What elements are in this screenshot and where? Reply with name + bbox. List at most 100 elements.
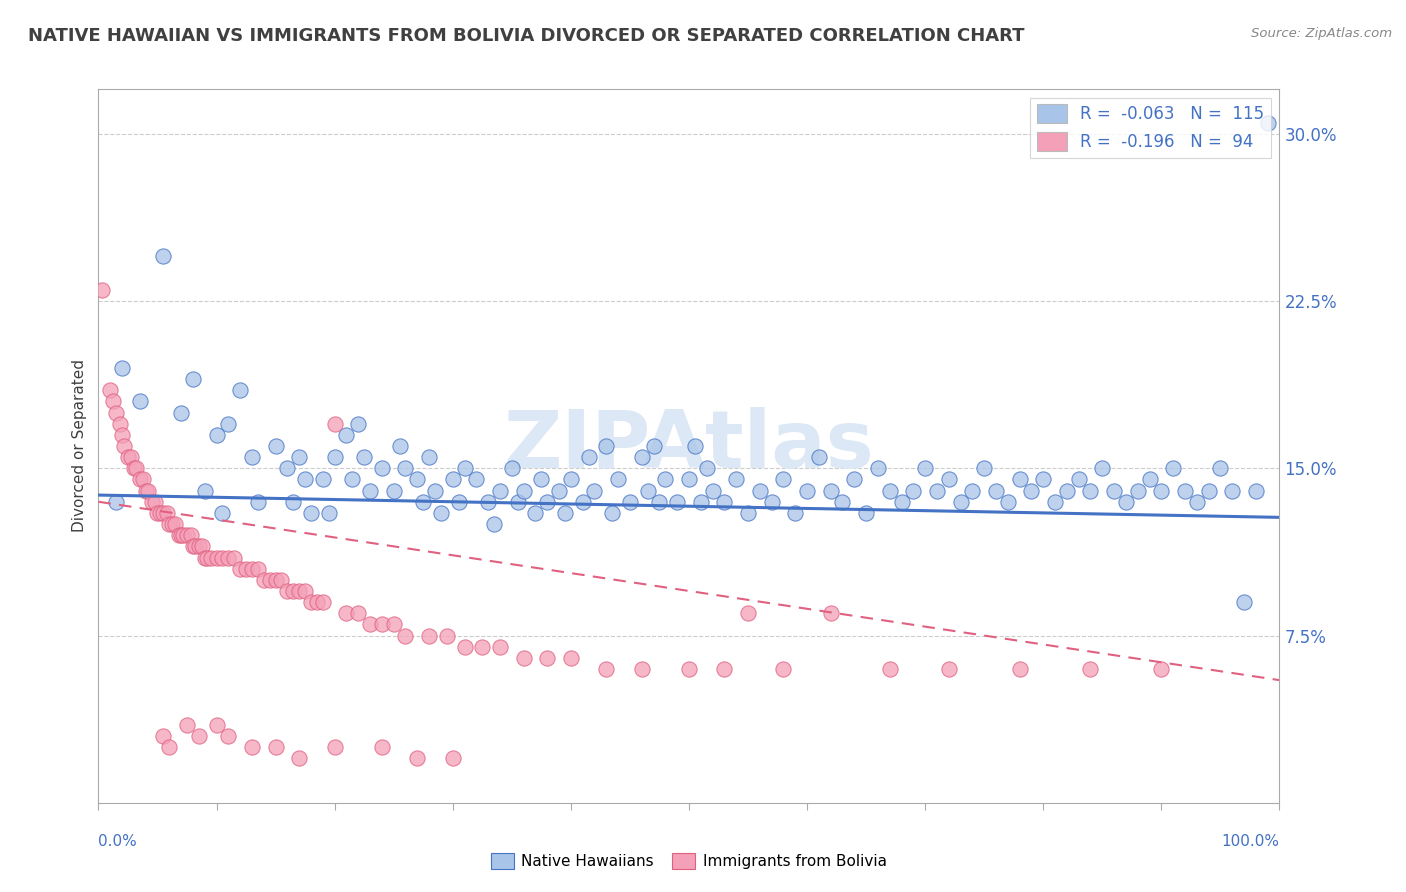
Text: 0.0%: 0.0% — [98, 834, 138, 849]
Point — [323, 740, 346, 755]
Point — [696, 461, 718, 475]
Point — [299, 506, 322, 520]
Point — [866, 461, 889, 475]
Point — [1126, 483, 1149, 498]
Point — [264, 439, 287, 453]
Point — [489, 640, 512, 654]
Point — [1102, 483, 1125, 498]
Point — [146, 506, 169, 520]
Point — [101, 394, 124, 409]
Point — [1008, 662, 1031, 676]
Point — [382, 617, 405, 632]
Point — [143, 494, 166, 508]
Point — [430, 506, 453, 520]
Point — [423, 483, 446, 498]
Point — [288, 751, 311, 765]
Point — [820, 483, 842, 498]
Point — [890, 494, 912, 508]
Point — [141, 494, 163, 508]
Point — [217, 417, 239, 431]
Point — [630, 450, 652, 464]
Point — [925, 483, 948, 498]
Point — [294, 583, 316, 598]
Point — [318, 506, 340, 520]
Point — [121, 450, 143, 464]
Point — [630, 662, 652, 676]
Point — [108, 417, 131, 431]
Point — [136, 483, 159, 498]
Point — [938, 662, 960, 676]
Point — [176, 528, 198, 542]
Point — [471, 640, 494, 654]
Point — [441, 751, 464, 765]
Point — [1198, 483, 1220, 498]
Point — [571, 494, 593, 508]
Point — [335, 607, 357, 621]
Point — [1008, 473, 1031, 487]
Point — [406, 751, 429, 765]
Point — [761, 494, 783, 508]
Point — [666, 494, 689, 508]
Point — [167, 528, 190, 542]
Point — [501, 461, 523, 475]
Point — [643, 439, 665, 453]
Point — [105, 494, 128, 508]
Text: ZIPAtlas: ZIPAtlas — [503, 407, 875, 485]
Point — [235, 562, 257, 576]
Point — [347, 607, 370, 621]
Point — [135, 483, 157, 498]
Point — [506, 494, 529, 508]
Point — [342, 473, 364, 487]
Point — [548, 483, 571, 498]
Point — [205, 550, 228, 565]
Point — [607, 473, 630, 487]
Point — [128, 473, 150, 487]
Point — [678, 473, 700, 487]
Point — [997, 494, 1019, 508]
Point — [165, 517, 187, 532]
Point — [229, 384, 252, 398]
Point — [436, 628, 458, 642]
Point — [512, 651, 534, 665]
Point — [371, 617, 394, 632]
Point — [1174, 483, 1197, 498]
Point — [772, 662, 794, 676]
Point — [1056, 483, 1078, 498]
Point — [554, 506, 576, 520]
Point — [903, 483, 925, 498]
Point — [1032, 473, 1054, 487]
Point — [180, 528, 202, 542]
Point — [217, 729, 239, 743]
Point — [678, 662, 700, 676]
Point — [264, 573, 287, 587]
Point — [176, 717, 198, 731]
Point — [111, 360, 134, 375]
Point — [1244, 483, 1267, 498]
Point — [512, 483, 534, 498]
Point — [132, 473, 155, 487]
Point — [654, 473, 676, 487]
Point — [98, 384, 121, 398]
Point — [879, 662, 901, 676]
Point — [156, 506, 179, 520]
Point — [465, 473, 488, 487]
Point — [1150, 662, 1173, 676]
Text: NATIVE HAWAIIAN VS IMMIGRANTS FROM BOLIVIA DIVORCED OR SEPARATED CORRELATION CHA: NATIVE HAWAIIAN VS IMMIGRANTS FROM BOLIV… — [28, 27, 1025, 45]
Point — [1185, 494, 1208, 508]
Point — [619, 494, 641, 508]
Point — [844, 473, 866, 487]
Point — [560, 651, 582, 665]
Point — [264, 740, 287, 755]
Point — [914, 461, 936, 475]
Point — [737, 607, 759, 621]
Point — [536, 494, 558, 508]
Point — [187, 539, 209, 553]
Point — [1043, 494, 1066, 508]
Point — [807, 450, 830, 464]
Point — [246, 562, 269, 576]
Point — [595, 662, 617, 676]
Point — [181, 372, 204, 386]
Point — [962, 483, 984, 498]
Point — [359, 617, 381, 632]
Point — [170, 528, 193, 542]
